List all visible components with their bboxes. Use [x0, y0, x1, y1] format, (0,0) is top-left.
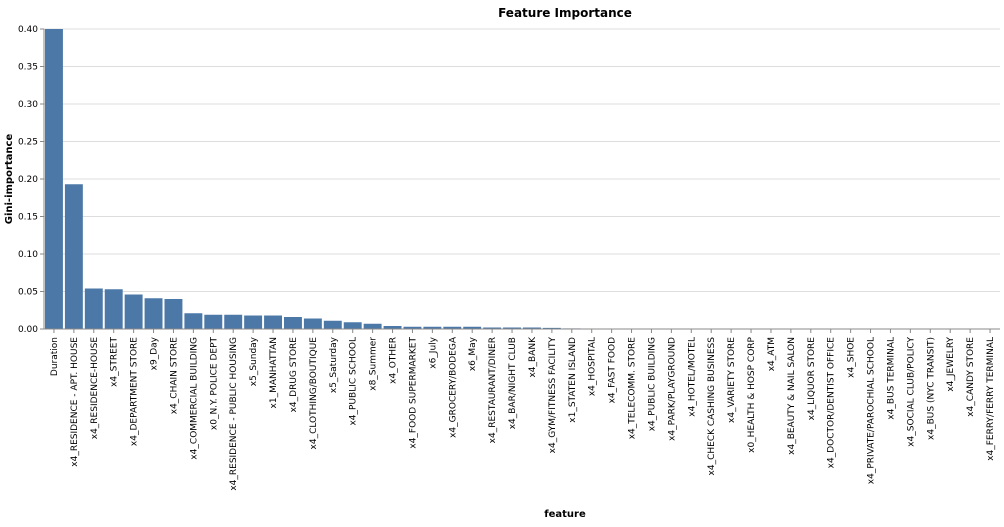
x-tick-label: x0_N.Y. POLICE DEPT	[209, 336, 219, 430]
x-tick-label: x4_FOOD SUPERMARKET	[408, 337, 418, 449]
x-tick-label: x5_Sunday	[249, 336, 259, 386]
y-tick-label: 0.05	[18, 288, 38, 298]
bar	[542, 327, 561, 329]
bar	[44, 29, 63, 329]
bar	[84, 288, 103, 329]
x-tick-label: x4_DRUG STORE	[289, 337, 299, 413]
bar	[522, 327, 541, 329]
y-axis-title: Gini-importance	[4, 134, 15, 225]
y-tick-label: 0.35	[18, 63, 38, 73]
x-tick-label: x4_COMMERCIAL BUILDING	[189, 337, 199, 460]
x-tick-label: x4_DOCTOR/DENTIST OFFICE	[827, 337, 837, 469]
bar	[164, 299, 183, 329]
x-tick-label: x4_PUBLIC BUILDING	[647, 337, 657, 431]
x-tick-label: x4_PUBLIC SCHOOL	[349, 337, 359, 426]
x-tick-label: x4_TELECOMM. STORE	[628, 337, 638, 440]
x-tick-label: x4_GROCERY/BODEGA	[448, 336, 458, 438]
x-tick-label: x4_RESTAURANT/DINER	[488, 337, 498, 443]
bar	[244, 315, 263, 329]
x-tick-label: x4_PARK/PLAYGROUND	[667, 337, 677, 441]
x-tick-label: x4_SHOE	[847, 337, 857, 378]
x-tick-label: x5_Saturday	[329, 336, 339, 393]
bar	[423, 326, 442, 329]
x-tick-label: x4_OTHER	[389, 337, 399, 384]
bar	[403, 326, 422, 329]
y-tick-label: 0.30	[18, 100, 38, 110]
x-tick-label: x4_CHECK CASHING BUSINESS	[707, 337, 717, 476]
x-tick-label: x4_PRIVATE/PAROCHIAL SCHOOL	[867, 337, 877, 484]
bar	[224, 314, 243, 329]
x-tick-label: x4_FERRY/FERRY TERMINAL	[986, 337, 996, 461]
y-tick-label: 0.00	[18, 325, 38, 335]
x-tick-label: x4_BAR/NIGHT CLUB	[508, 337, 518, 429]
bar	[204, 314, 223, 329]
chart-title: Feature Importance	[498, 6, 632, 20]
x-axis-ticks: Duration x4_RESIDENCE - APT. HOUSE x4_RESI…	[50, 329, 996, 491]
x-tick-label: x4_HOSPITAL	[588, 337, 598, 396]
x-tick-label: x4_BANK	[528, 336, 538, 378]
x-tick-label: x1_STATEN ISLAND	[568, 337, 578, 423]
x-axis-title: feature	[544, 509, 586, 520]
x-tick-label: x4_RESIDENCE-HOUSE	[90, 337, 100, 440]
x-tick-label: x4_LIQUOR STORE	[807, 337, 817, 421]
x-tick-label: x4_CLOTHING/BOUTIQUE	[309, 337, 319, 450]
bar	[483, 327, 502, 329]
y-tick-label: 0.40	[18, 25, 38, 35]
x-tick-label: x6_May	[468, 336, 478, 371]
x-tick-label: x0_HEALTH & HOSP CORP	[747, 336, 757, 452]
bar	[104, 289, 123, 329]
x-tick-label: x4_JEWELRY	[946, 337, 956, 392]
bar	[144, 298, 163, 329]
x-tick-label: x4_VARIETY STORE	[727, 337, 737, 423]
x-tick-label: x4_CANDY STORE	[966, 337, 976, 417]
bar	[383, 326, 402, 329]
y-tick-label: 0.10	[18, 250, 38, 260]
x-tick-label: x4_RESIDENCE - PUBLIC HOUSING	[229, 337, 239, 491]
x-tick-label: x4_GYM/FITNESS FACILITY	[548, 336, 558, 453]
bars	[44, 29, 1000, 329]
y-tick-label: 0.15	[18, 213, 38, 223]
x-tick-label: x4_CHAIN STORE	[169, 337, 179, 415]
y-tick-label: 0.25	[18, 138, 38, 148]
x-tick-label: x4_STREET	[110, 337, 120, 387]
bar	[323, 320, 342, 329]
x-tick-label: x4_HOTEL/MOTEL	[687, 337, 697, 417]
x-tick-label: x4_RESIDENCE - APT. HOUSE	[70, 337, 80, 467]
x-tick-label: x8_Summer	[369, 337, 379, 391]
bar	[184, 313, 203, 329]
x-tick-label: x1_MANHATTAN	[269, 337, 279, 408]
bar	[443, 326, 462, 329]
x-tick-label: x4_SOCIAL CLUB/POLICY	[906, 337, 916, 447]
bar	[64, 184, 83, 329]
bar	[463, 326, 482, 329]
x-tick-label: x4_BUS (NYC TRANSIT)	[926, 337, 936, 440]
x-tick-label: x4_DEPARTMENT STORE	[130, 337, 140, 446]
x-tick-label: x4_FAST FOOD	[608, 337, 618, 403]
bar	[363, 323, 382, 329]
x-tick-label: x6_July	[428, 336, 438, 368]
x-tick-label: x9_Day	[150, 336, 160, 370]
bar	[283, 317, 302, 329]
x-tick-label: x4_ATM	[767, 337, 777, 371]
bar	[343, 322, 362, 329]
bar	[303, 318, 322, 329]
bar	[124, 294, 143, 329]
gridlines	[44, 28, 1000, 330]
x-tick-label: Duration	[50, 337, 60, 376]
x-tick-label: x4_BEAUTY & NAIL SALON	[787, 337, 797, 455]
x-tick-label: x4_BUS TERMINAL	[886, 337, 896, 420]
y-axis-ticks: 0.00 0.05 0.10 0.15 0.20 0.25 0.30 0.35 0.40	[18, 25, 44, 335]
bar	[264, 315, 283, 329]
bar	[503, 327, 522, 329]
y-tick-label: 0.20	[18, 175, 38, 185]
